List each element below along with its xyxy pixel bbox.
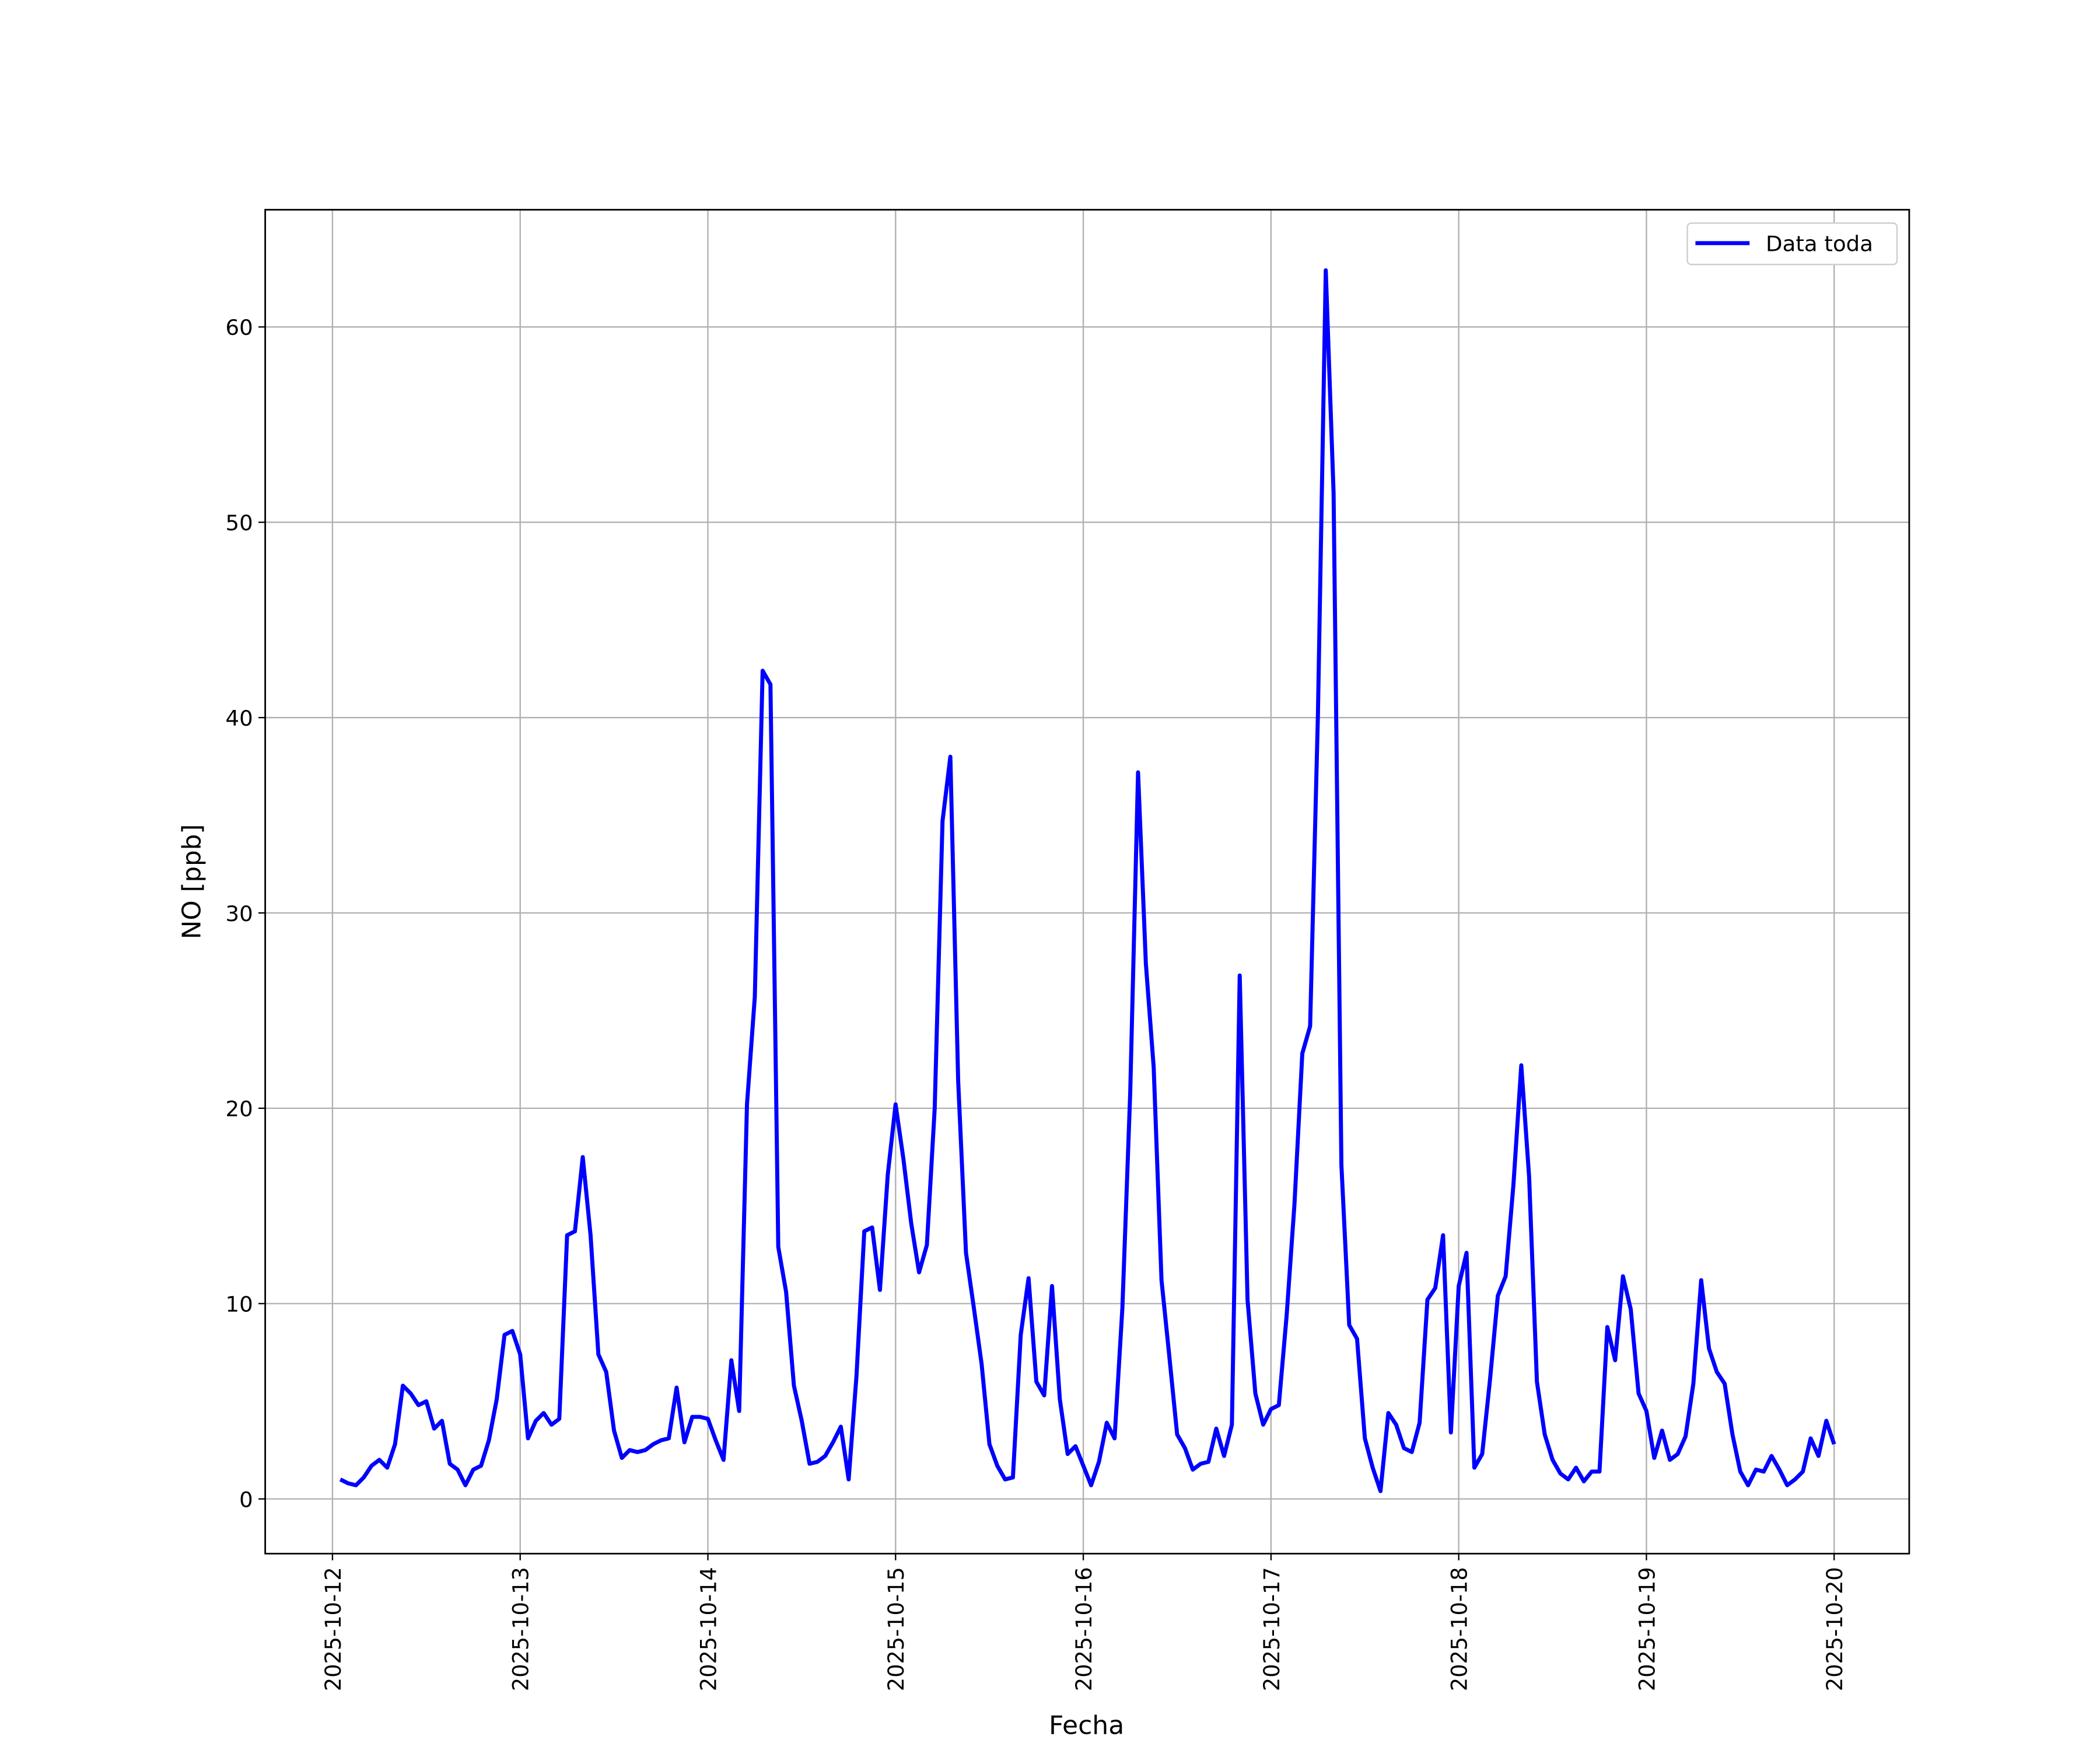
y-tick-label: 10 xyxy=(226,1292,253,1317)
y-axis-label: NO [ppb] xyxy=(177,824,206,939)
y-tick-label: 30 xyxy=(226,901,253,926)
y-tick-label: 40 xyxy=(226,706,253,731)
x-tick-label: 2025-10-14 xyxy=(696,1567,721,1691)
legend-label: Data toda xyxy=(1766,232,1873,257)
x-tick-label: 2025-10-16 xyxy=(1072,1567,1097,1691)
x-tick-label: 2025-10-13 xyxy=(508,1567,533,1691)
x-tick-label: 2025-10-20 xyxy=(1822,1567,1847,1691)
x-tick-label: 2025-10-19 xyxy=(1634,1567,1660,1691)
x-tick-label: 2025-10-18 xyxy=(1447,1567,1472,1691)
x-tick-label: 2025-10-12 xyxy=(321,1567,346,1691)
y-tick-label: 50 xyxy=(226,510,253,536)
y-tick-label: 20 xyxy=(226,1097,253,1122)
y-tick-label: 0 xyxy=(239,1488,253,1513)
legend: Data toda xyxy=(1686,222,1898,265)
x-tick-label: 2025-10-17 xyxy=(1259,1567,1284,1691)
legend-box xyxy=(1686,222,1898,265)
data-line xyxy=(339,268,1836,1493)
x-axis-label: Fecha xyxy=(1049,1711,1124,1741)
y-tick-label: 60 xyxy=(226,315,253,340)
plot-frame xyxy=(264,209,1910,1555)
x-tick-label: 2025-10-15 xyxy=(884,1567,909,1691)
